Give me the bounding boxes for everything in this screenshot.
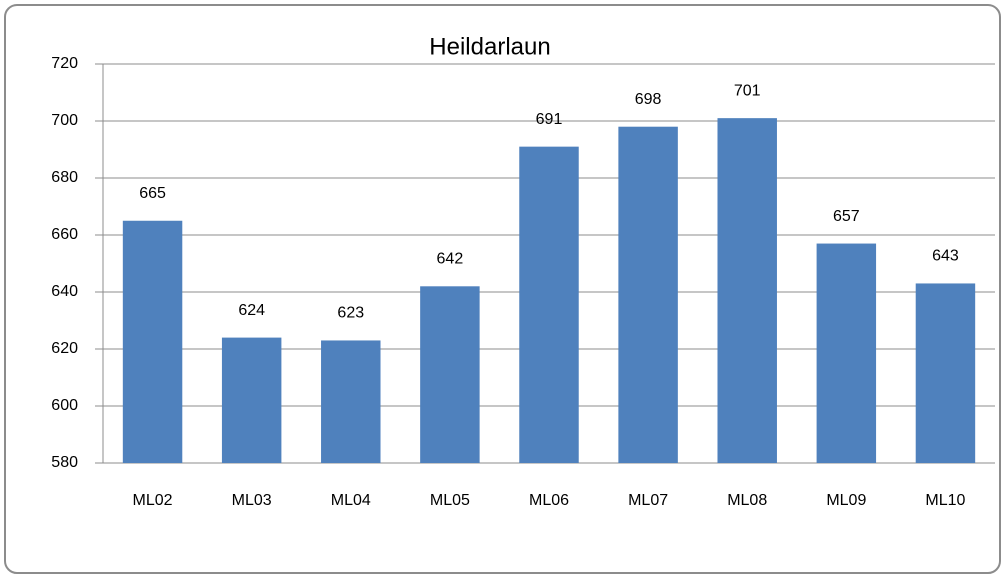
data-label: 665 bbox=[139, 185, 166, 202]
x-tick-label: ML06 bbox=[529, 492, 569, 509]
data-label: 623 bbox=[337, 305, 364, 322]
x-tick-label: ML09 bbox=[826, 492, 866, 509]
y-tick-label: 680 bbox=[51, 169, 78, 186]
y-tick-label: 700 bbox=[51, 112, 78, 129]
y-tick-label: 580 bbox=[51, 454, 78, 471]
bar bbox=[618, 126, 678, 463]
x-tick-label: ML08 bbox=[727, 492, 767, 509]
bar bbox=[519, 146, 579, 463]
data-label: 698 bbox=[635, 91, 662, 108]
x-tick-label: ML10 bbox=[925, 492, 965, 509]
x-tick-label: ML07 bbox=[628, 492, 668, 509]
y-tick-label: 640 bbox=[51, 283, 78, 300]
y-tick-label: 600 bbox=[51, 397, 78, 414]
bar bbox=[717, 118, 777, 464]
data-label: 701 bbox=[734, 82, 761, 99]
x-tick-label: ML05 bbox=[430, 492, 470, 509]
data-label: 691 bbox=[536, 111, 563, 128]
y-tick-label: 620 bbox=[51, 340, 78, 357]
chart-title: Heildarlaun bbox=[429, 33, 550, 60]
data-label: 624 bbox=[238, 302, 265, 319]
y-tick-label: 660 bbox=[51, 226, 78, 243]
x-tick-label: ML03 bbox=[232, 492, 272, 509]
bar bbox=[915, 283, 976, 463]
bar bbox=[221, 337, 282, 463]
bar bbox=[122, 220, 183, 463]
data-label: 657 bbox=[833, 208, 860, 225]
bar bbox=[321, 340, 381, 463]
x-tick-label: ML02 bbox=[133, 492, 173, 509]
bar bbox=[816, 243, 877, 463]
data-label: 642 bbox=[437, 251, 464, 268]
x-tick-label: ML04 bbox=[331, 492, 371, 509]
data-label: 643 bbox=[932, 248, 959, 265]
bar bbox=[420, 286, 480, 463]
y-tick-label: 720 bbox=[51, 55, 78, 72]
